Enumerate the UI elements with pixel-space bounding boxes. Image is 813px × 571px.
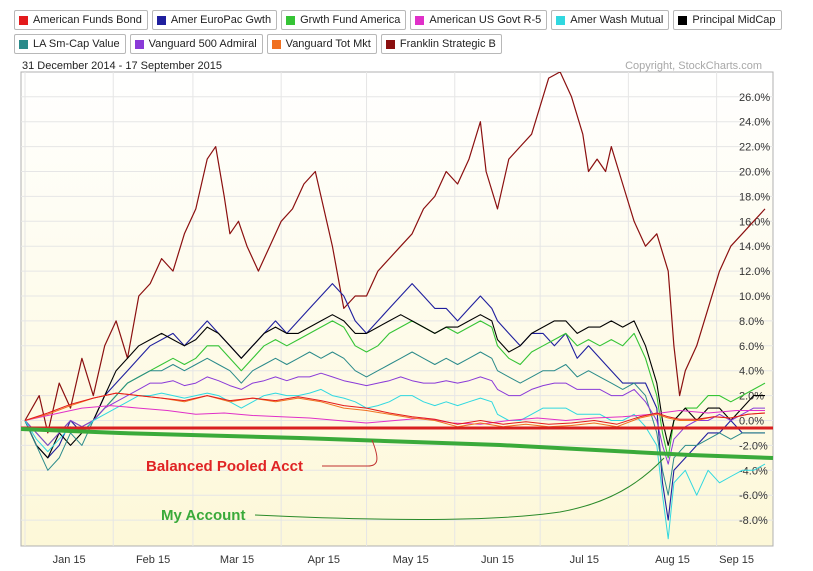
- legend-label: Amer Wash Mutual: [570, 14, 664, 26]
- series-line-grwth-fund-america: [24, 320, 766, 459]
- legend-swatch: [271, 39, 281, 49]
- y-tick-label: 2.0%: [739, 391, 764, 403]
- y-tick-label: -2.0%: [739, 440, 768, 452]
- legend-label: Amer EuroPac Gwth: [170, 14, 272, 26]
- series-line-principal-midcap: [24, 314, 765, 459]
- legend-swatch: [19, 39, 28, 49]
- legend-label: LA Sm-Cap Value: [33, 38, 120, 50]
- legend-label: Vanguard 500 Admiral: [148, 38, 257, 50]
- x-tick-label: Jul 15: [570, 554, 599, 566]
- legend-row: American Funds Bond Amer EuroPac Gwth Grwt…: [14, 10, 804, 30]
- series-line-amer-europac-gwth: [24, 283, 765, 521]
- y-tick-label: 24.0%: [739, 117, 770, 129]
- x-tick-label: Jun 15: [481, 554, 514, 566]
- legend-swatch: [134, 39, 144, 49]
- legend-label: Vanguard Tot Mkt: [285, 38, 371, 50]
- series-group: [24, 72, 766, 540]
- legend-swatch: [415, 15, 425, 25]
- legend-label: American US Govt R-5: [429, 14, 542, 26]
- legend-item[interactable]: American US Govt R-5: [410, 10, 548, 30]
- y-tick-label: 12.0%: [739, 266, 770, 278]
- balanced-pooled-label: Balanced Pooled Acct: [146, 458, 303, 475]
- balanced-pointer: [322, 439, 378, 467]
- legend-swatch: [286, 15, 296, 25]
- legend-item[interactable]: Amer EuroPac Gwth: [151, 10, 278, 30]
- axes: 26.0% 24.0% 22.0% 20.0% 18.0% 16.0% 14.0% 12.0%…: [53, 92, 771, 566]
- x-tick-label: Feb 15: [136, 554, 170, 566]
- legend-item[interactable]: Franklin Strategic B: [380, 34, 502, 54]
- x-tick-label: Sep 15: [719, 554, 754, 566]
- y-tick-label: 6.0%: [739, 341, 764, 353]
- legend-swatch: [385, 39, 395, 49]
- grid: [21, 72, 773, 546]
- y-tick-label: -8.0%: [739, 515, 768, 527]
- y-tick-label: 16.0%: [739, 216, 770, 228]
- y-tick-label: 4.0%: [739, 366, 764, 378]
- legend-label: Grwth Fund America: [300, 14, 401, 26]
- chart-legend: American Funds Bond Amer EuroPac Gwth Grwt…: [14, 10, 804, 58]
- legend-swatch: [156, 15, 166, 25]
- y-tick-label: 22.0%: [739, 142, 770, 154]
- y-tick-label: -6.0%: [739, 490, 768, 502]
- legend-swatch: [19, 15, 28, 25]
- my-account-line: [20, 427, 774, 460]
- x-tick-label: Apr 15: [308, 554, 340, 566]
- legend-item[interactable]: Amer Wash Mutual: [551, 10, 670, 30]
- series-line-american-funds-bond: [24, 392, 766, 425]
- date-range: 31 December 2014 - 17 September 2015: [22, 60, 222, 72]
- my-account-pointer: [254, 457, 665, 521]
- legend-swatch: [678, 15, 688, 25]
- plot-area: [20, 71, 774, 547]
- x-tick-label: Mar 15: [220, 554, 254, 566]
- y-tick-label: 20.0%: [739, 167, 770, 179]
- y-tick-label: 8.0%: [739, 316, 764, 328]
- series-line-vanguard-500-admiral: [24, 372, 765, 465]
- y-tick-label: 0.0%: [739, 416, 764, 428]
- y-tick-label: 10.0%: [739, 291, 770, 303]
- legend-item[interactable]: Vanguard 500 Admiral: [129, 34, 263, 54]
- legend-row: LA Sm-Cap Value Vanguard 500 Admiral Vangu…: [14, 34, 804, 54]
- series-line-american-us-govt-r-5: [24, 405, 765, 425]
- x-tick-label: May 15: [393, 554, 429, 566]
- legend-label: Principal MidCap: [692, 14, 776, 26]
- series-line-franklin-strategic-b: [24, 72, 766, 434]
- legend-item[interactable]: LA Sm-Cap Value: [14, 34, 126, 54]
- legend-item[interactable]: Grwth Fund America: [281, 10, 407, 30]
- legend-label: American Funds Bond: [33, 14, 142, 26]
- y-tick-label: 18.0%: [739, 191, 770, 203]
- legend-swatch: [556, 15, 566, 25]
- y-tick-label: -4.0%: [739, 465, 768, 477]
- y-tick-label: 26.0%: [739, 92, 770, 104]
- copyright-text: Copyright, StockCharts.com: [625, 60, 762, 72]
- legend-label: Franklin Strategic B: [399, 38, 496, 50]
- x-tick-label: Aug 15: [655, 554, 690, 566]
- annotation-group: Balanced Pooled Acct My Account: [20, 426, 774, 524]
- legend-item[interactable]: Vanguard Tot Mkt: [266, 34, 377, 54]
- x-tick-label: Jan 15: [53, 554, 86, 566]
- legend-item[interactable]: American Funds Bond: [14, 10, 148, 30]
- y-tick-label: 14.0%: [739, 241, 770, 253]
- my-account-label: My Account: [161, 507, 245, 524]
- legend-item[interactable]: Principal MidCap: [673, 10, 782, 30]
- series-line-amer-wash-mutual: [24, 388, 766, 540]
